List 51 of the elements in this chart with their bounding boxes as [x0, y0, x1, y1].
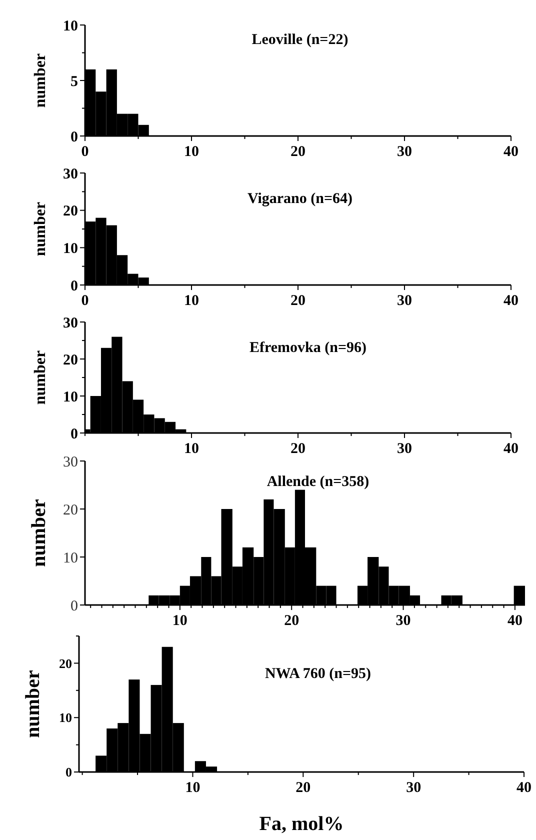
- y-tick-label: 0: [66, 764, 72, 780]
- x-tick-label: 10: [184, 144, 199, 160]
- x-tick-label: 20: [290, 293, 306, 309]
- x-tick-label: 40: [504, 293, 518, 309]
- x-tick-label: 30: [397, 441, 412, 457]
- y-tick-label: 0: [70, 426, 78, 442]
- x-tick-label: 30: [406, 780, 422, 796]
- x-tick-label: 30: [396, 613, 411, 629]
- x-tick-label: 10: [172, 613, 188, 629]
- y-tick-label: 20: [63, 352, 78, 368]
- x-tick-label: 40: [516, 780, 532, 796]
- y-tick-label: 20: [63, 502, 78, 518]
- y-tick-label: 20: [59, 656, 72, 671]
- y-tick-label: 0: [70, 598, 78, 614]
- text: NWA 760 (n=95): [264, 666, 372, 682]
- x-tick-label: 0: [81, 144, 89, 160]
- x-tick-label: 20: [290, 144, 306, 160]
- x-tick-label: 40: [504, 144, 518, 160]
- text: Efremovka (n=96): [249, 340, 367, 356]
- x-tick-label: 10: [184, 293, 199, 309]
- x-tick-label: 30: [397, 293, 412, 309]
- y-axis-title: number: [32, 202, 49, 256]
- x-tick-label: 40: [507, 613, 522, 629]
- y-tick-label: 10: [63, 240, 78, 257]
- y-tick-label: 30: [63, 315, 78, 332]
- x-tick-label: 20: [290, 441, 306, 457]
- y-tick-label: 20: [63, 204, 78, 220]
- x-tick-label: 20: [284, 613, 300, 629]
- y-tick-label: 10: [63, 389, 78, 406]
- y-tick-label: 30: [63, 454, 78, 470]
- chart-title: Leoville (n=22): [252, 32, 348, 48]
- y-axis-title: number: [22, 670, 44, 738]
- x-axis-title: Fa, mol%: [259, 813, 344, 835]
- x-tick-label: 30: [397, 144, 412, 160]
- y-tick-label: 10: [63, 550, 78, 566]
- y-tick-label: 0: [70, 129, 78, 146]
- x-tick-label: 0: [81, 293, 89, 309]
- y-tick-label: 10: [63, 18, 78, 34]
- y-axis-title: number: [32, 350, 49, 405]
- x-tick-label: 10: [184, 441, 199, 457]
- y-tick-label: 0: [70, 278, 78, 294]
- x-tick-label: 40: [504, 441, 518, 457]
- text: Vigarano (n=64): [247, 191, 353, 207]
- y-tick-label: 5: [70, 74, 78, 90]
- y-axis-title: number: [32, 53, 49, 108]
- y-tick-label: 10: [59, 710, 72, 726]
- y-tick-label: 30: [63, 166, 78, 182]
- y-axis-title: number: [28, 498, 50, 567]
- x-tick-label: 10: [185, 780, 200, 796]
- text: Allende (n=358): [266, 474, 370, 490]
- x-tick-label: 20: [296, 780, 311, 796]
